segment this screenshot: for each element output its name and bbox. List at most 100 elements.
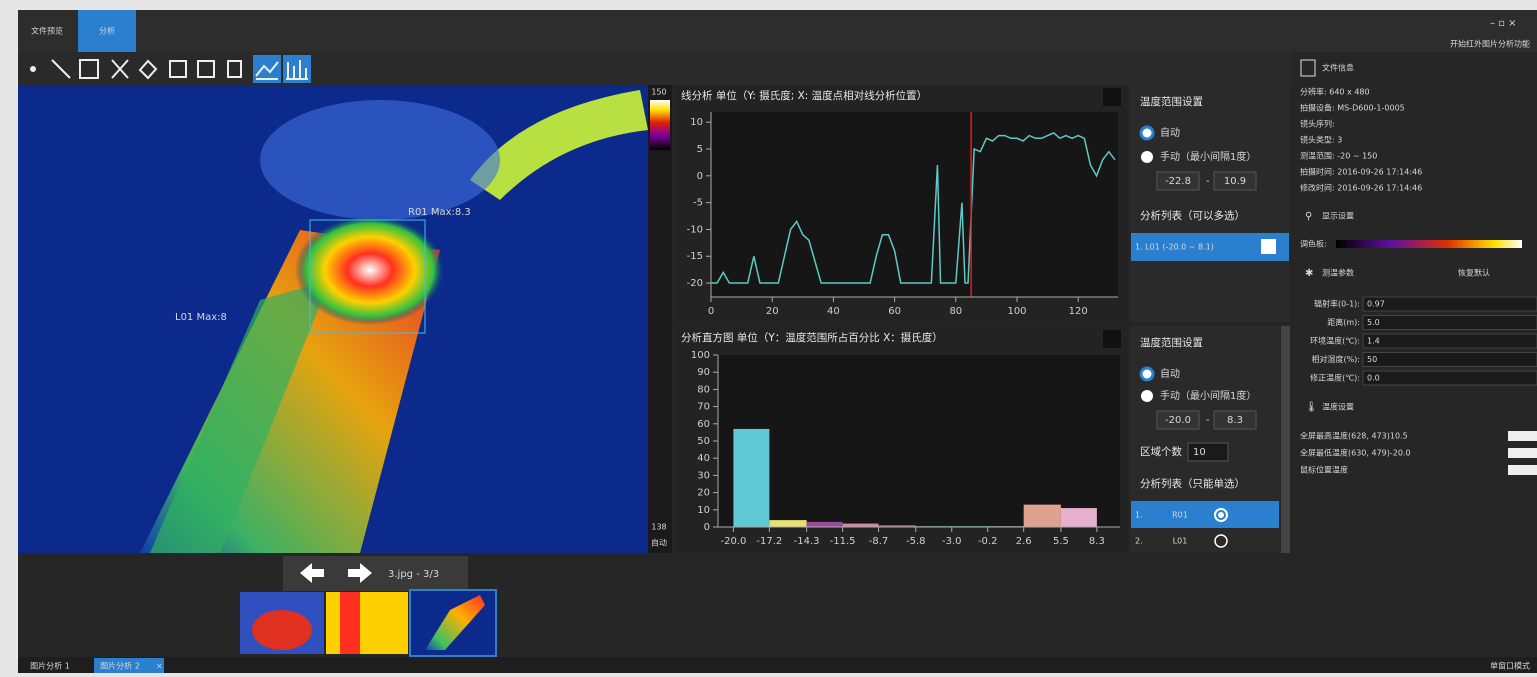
toggle[interactable] (1508, 448, 1537, 458)
input[interactable] (1156, 171, 1200, 191)
bar (1060, 508, 1097, 527)
radio[interactable] (1139, 366, 1155, 382)
param-label: 辐射率(0-1): (1314, 299, 1360, 309)
expand-button[interactable] (1103, 88, 1121, 106)
tab[interactable]: 分析 (99, 26, 115, 36)
y-tick-label: 30 (697, 470, 710, 481)
expand-button[interactable] (1103, 330, 1121, 348)
radio-label[interactable]: 自动 (1160, 367, 1180, 380)
input[interactable] (1156, 410, 1200, 430)
param-label: 环境温度(℃): (1310, 336, 1360, 346)
input[interactable] (1187, 442, 1229, 462)
radio[interactable] (1214, 508, 1228, 522)
y-tick-label: 70 (697, 402, 710, 413)
tab[interactable]: 文件预览 (31, 26, 63, 36)
y-tick-label: 0 (704, 522, 710, 533)
plot-area (711, 112, 1118, 297)
input-value: 10 (1193, 447, 1206, 458)
radio-label[interactable]: 手动（最小间隔1度） (1160, 150, 1256, 163)
toolbar-icons[interactable] (30, 55, 311, 83)
scale-min: 138 (651, 523, 666, 532)
info-row: 拍摄设备: MS-D600-1-0005 (1300, 103, 1405, 113)
input[interactable] (1213, 410, 1257, 430)
y-tick-label: 50 (697, 436, 710, 447)
temp-row: 全屏最低温度(630, 479)-20.0 (1300, 448, 1411, 458)
prev-button[interactable] (300, 563, 324, 583)
thumbnail-shape (340, 592, 360, 654)
window-mode[interactable]: 单窗口模式 (1490, 661, 1530, 671)
thumbnail-shape (252, 610, 312, 650)
radio-label[interactable]: 手动（最小间隔1度） (1160, 389, 1256, 402)
checkbox[interactable] (1261, 239, 1276, 254)
thumbnail[interactable] (326, 592, 408, 654)
plot-area (718, 355, 1120, 527)
section-title: 文件信息 (1322, 63, 1354, 73)
icon (1300, 59, 1316, 77)
scrollbar[interactable] (1281, 326, 1290, 553)
y-tick-label: 5 (697, 144, 703, 155)
info-row: 镜头类型: 3 (1300, 135, 1342, 145)
param-input[interactable] (1362, 296, 1537, 312)
x-tick-label: -11.5 (830, 536, 856, 547)
thermal-shapes (140, 90, 648, 553)
x-tick-label: 20 (766, 306, 779, 317)
radio[interactable] (1214, 534, 1228, 548)
bar (1023, 504, 1061, 527)
list-item[interactable]: R01 (1172, 511, 1188, 520)
field-label: 调色板: (1300, 239, 1327, 249)
toggle[interactable] (1508, 431, 1537, 441)
section-title: 温度范围设置 (1140, 95, 1203, 108)
y-tick-label: -5 (693, 198, 703, 209)
x-tick-label: 100 (1007, 306, 1026, 317)
line-series (711, 132, 1116, 284)
list-index[interactable]: 1. (1135, 511, 1143, 520)
input[interactable] (1213, 171, 1257, 191)
line-title: 线分析 单位（Y: 摄氏度; X: 温度点相对线分析位置） (681, 89, 927, 102)
param-value: 5.0 (1367, 318, 1380, 327)
param-label: 距离(m): (1327, 317, 1360, 327)
toggle[interactable] (1508, 465, 1537, 475)
window-controls[interactable]: – ▫ × (1490, 18, 1517, 29)
x-tick-label: -8.7 (869, 536, 889, 547)
param-value: 50 (1367, 355, 1377, 364)
doc-tab[interactable]: 图片分析 1 (30, 661, 70, 671)
list-item-bg[interactable] (1131, 501, 1279, 528)
x-tick-label: -0.2 (978, 536, 998, 547)
reset-button[interactable]: 恢复默认 (1458, 268, 1490, 278)
radio[interactable] (1141, 390, 1153, 402)
next-button[interactable] (348, 563, 372, 583)
param-input[interactable] (1362, 370, 1537, 386)
overlay-label: L01 Max:8 (175, 312, 227, 323)
radio[interactable] (1141, 151, 1153, 163)
list-item[interactable]: 1. L01 (-20.0 ~ 8.1) (1135, 243, 1214, 252)
y-tick-label: -15 (687, 251, 703, 262)
x-tick-label: 60 (888, 306, 901, 317)
param-value: 0.0 (1367, 374, 1380, 383)
param-input[interactable] (1362, 333, 1537, 349)
radio[interactable] (1139, 125, 1155, 141)
dash: - (1206, 176, 1210, 187)
count-label: 区域个数 (1140, 445, 1182, 458)
section-title: 测温参数 (1322, 268, 1354, 278)
active-tab[interactable] (78, 10, 136, 52)
palette-bar[interactable] (1336, 240, 1522, 248)
x-tick-label: 80 (949, 306, 962, 317)
param-input[interactable] (1362, 315, 1537, 330)
list-index[interactable]: 2. (1135, 537, 1143, 546)
list-item[interactable]: L01 (1173, 537, 1188, 546)
x-tick-label: -3.0 (942, 536, 962, 547)
bar (842, 523, 879, 527)
section-title: 温度设置 (1322, 402, 1354, 412)
file-name: 3.jpg - 3/3 (388, 569, 439, 580)
doc-tab-active[interactable] (94, 658, 164, 673)
y-tick-label: 0 (697, 171, 703, 182)
doc-tab[interactable]: 图片分析 2 (100, 661, 140, 671)
param-input[interactable] (1362, 352, 1537, 367)
x-tick-label: 2.6 (1016, 536, 1032, 547)
scale-mode[interactable]: 自动 (651, 538, 667, 548)
close-tab[interactable]: × (156, 662, 163, 671)
x-tick-label: 8.3 (1089, 536, 1105, 547)
y-tick-label: 40 (697, 453, 710, 464)
radio-label[interactable]: 自动 (1160, 126, 1180, 139)
